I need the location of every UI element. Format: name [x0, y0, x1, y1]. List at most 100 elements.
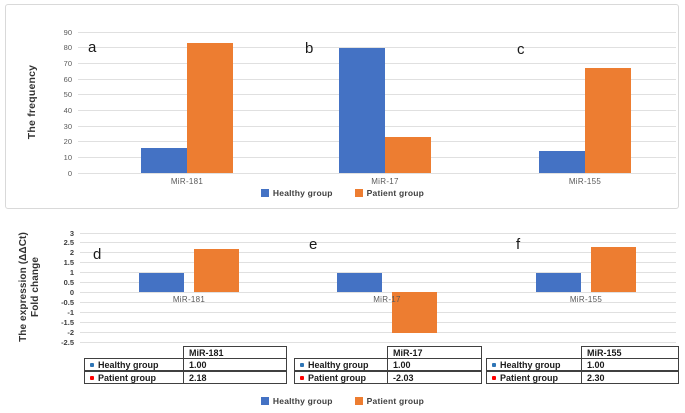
table-row-label-patient-group-mir-155: Patient group [486, 371, 582, 384]
y-tick-label: 2.5 [63, 238, 74, 248]
y-tick-label: -2 [67, 327, 74, 337]
series-marker-icon [300, 375, 304, 380]
table-value-healthy-group-mir-17: 1.00 [387, 358, 482, 371]
gridline [80, 242, 676, 244]
series-marker-icon [492, 362, 496, 367]
gridline [80, 252, 676, 254]
gridline [80, 301, 676, 303]
series-marker-icon [300, 362, 304, 367]
y-tick-label: 0 [69, 287, 74, 297]
y-tick-label: 1 [69, 268, 74, 278]
gridline [80, 232, 676, 234]
y-tick-label: 3 [69, 228, 74, 238]
y-tick-label: -1.5 [61, 317, 74, 327]
legend-swatch-healthy-group-icon [260, 189, 269, 197]
y-tick-label: -1 [67, 307, 74, 317]
bar-patient-group-mir-181 [194, 249, 239, 293]
bar-healthy-group-mir-155 [539, 151, 585, 173]
bar-patient-group-mir-181 [187, 42, 233, 173]
table-row-label-text: Healthy group [308, 359, 369, 370]
table-value-healthy-group-mir-155: 1.00 [581, 358, 679, 371]
frequency-y-axis-title: The frequency [26, 64, 38, 140]
category-label-mir-181: MiR-181 [170, 177, 204, 186]
y-tick-label: 1.5 [63, 258, 74, 268]
gridline [80, 291, 676, 293]
table-row-label-text: Patient group [500, 372, 558, 383]
table-row-label-text: Patient group [98, 372, 156, 383]
table-row-label-text: Patient group [308, 372, 366, 383]
legend-item-healthy-group: Healthy group [260, 396, 333, 406]
category-label-mir-181: MiR-181 [172, 295, 206, 304]
panel-letter-f: f [516, 236, 521, 253]
y-tick-label: -0.5 [61, 297, 74, 307]
table-row-label-text: Healthy group [98, 359, 159, 370]
table-value-patient-group-mir-181: 2.18 [183, 371, 287, 384]
bar-patient-group-mir-155 [591, 246, 636, 293]
y-tick-label: 30 [63, 121, 72, 131]
expression-y-axis-title-line2: Fold change [30, 257, 41, 317]
y-tick-label: 50 [63, 90, 72, 100]
category-label-mir-155: MiR-155 [568, 177, 602, 186]
gridline [80, 331, 676, 333]
y-tick-label: 0.5 [63, 278, 74, 288]
legend-item-healthy-group: Healthy group [260, 188, 333, 198]
legend-swatch-patient-group-icon [354, 189, 363, 197]
y-tick-label: 90 [63, 27, 72, 37]
table-row-label-text: Healthy group [500, 359, 561, 370]
table-value-patient-group-mir-155: 2.30 [581, 371, 679, 384]
legend-label: Healthy group [272, 396, 333, 406]
gridline [80, 341, 676, 343]
bar-patient-group-mir-17 [385, 136, 431, 173]
gridline [80, 262, 676, 264]
gridline [78, 31, 676, 33]
table-row-label-healthy-group-mir-155: Healthy group [486, 358, 582, 371]
table-value-patient-group-mir-17: -2.03 [387, 371, 482, 384]
category-label-mir-155: MiR-155 [569, 295, 603, 304]
panel-letter-e: e [309, 236, 318, 253]
y-tick-label: 60 [63, 74, 72, 84]
bar-healthy-group-mir-17 [339, 47, 385, 173]
bar-patient-group-mir-17 [392, 292, 437, 333]
bar-healthy-group-mir-17 [337, 272, 382, 293]
y-tick-label: 20 [63, 137, 72, 147]
legend-label: Patient group [366, 396, 425, 406]
legend-swatch-patient-group-icon [354, 397, 363, 405]
panel-letter-c: c [517, 41, 525, 58]
table-row-label-patient-group-mir-181: Patient group [84, 371, 184, 384]
category-label-mir-17: MiR-17 [373, 295, 401, 304]
legend-item-patient-group: Patient group [354, 188, 425, 198]
expression-y-axis-title-line1: The expression (ΔΔCt) [18, 232, 29, 342]
table-row-label-patient-group-mir-17: Patient group [294, 371, 388, 384]
gridline [80, 321, 676, 323]
legend-label: Patient group [366, 188, 425, 198]
bar-healthy-group-mir-181 [139, 272, 184, 293]
y-tick-label: 10 [63, 152, 72, 162]
bar-healthy-group-mir-155 [536, 272, 581, 293]
table-value-healthy-group-mir-181: 1.00 [183, 358, 287, 371]
series-marker-icon [90, 375, 94, 380]
legend-swatch-healthy-group-icon [260, 397, 269, 405]
legend-item-patient-group: Patient group [354, 396, 425, 406]
expression-y-axis-title: The expression (ΔΔCt) Fold change [18, 227, 42, 347]
y-tick-label: 70 [63, 58, 72, 68]
bar-healthy-group-mir-181 [141, 147, 187, 173]
series-marker-icon [90, 362, 94, 367]
y-tick-label: -2.5 [61, 337, 74, 347]
table-row-label-healthy-group-mir-181: Healthy group [84, 358, 184, 371]
y-tick-label: 2 [69, 248, 74, 258]
expression-legend: Healthy group Patient group [0, 396, 685, 406]
legend-label: Healthy group [272, 188, 333, 198]
gridline [78, 172, 676, 174]
series-marker-icon [492, 375, 496, 380]
panel-letter-d: d [93, 246, 102, 263]
y-tick-label: 40 [63, 105, 72, 115]
frequency-legend: Healthy group Patient group [0, 188, 685, 198]
panel-letter-a: a [88, 39, 97, 56]
y-tick-label: 80 [63, 43, 72, 53]
panel-letter-b: b [305, 40, 314, 57]
bar-patient-group-mir-155 [585, 68, 631, 173]
gridline [80, 311, 676, 313]
y-tick-label: 0 [67, 168, 72, 178]
table-row-label-healthy-group-mir-17: Healthy group [294, 358, 388, 371]
